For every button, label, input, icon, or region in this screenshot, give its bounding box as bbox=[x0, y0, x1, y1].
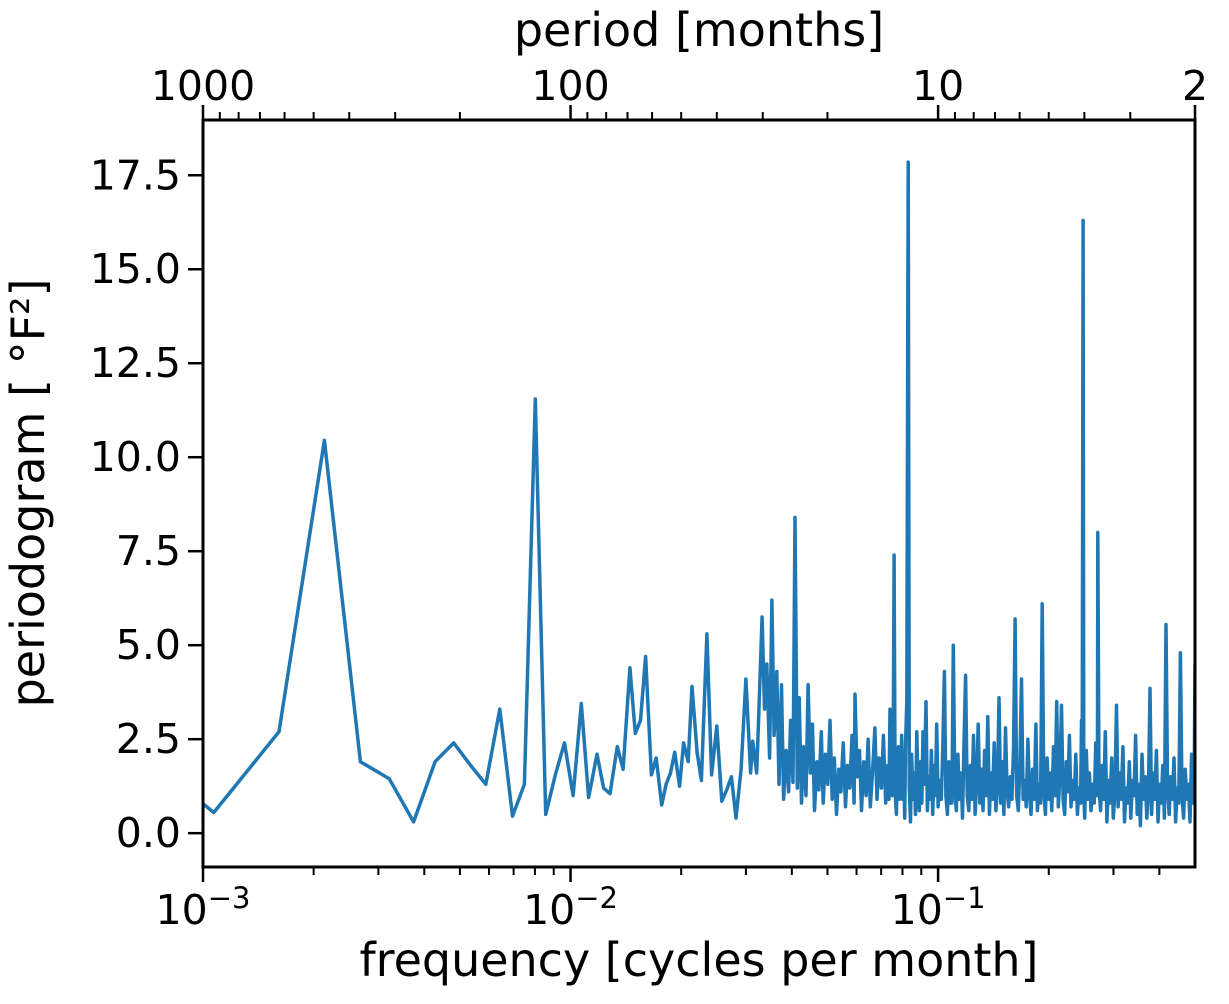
x-tick-label: 10−2 bbox=[523, 881, 618, 934]
y-tick-label: 2.5 bbox=[116, 715, 181, 763]
axis-tick-labels: 10−3 10−2 10−1 1000 100 10 2 0.0 2.5 5.0 7.5 10.0 12… bbox=[90, 62, 1208, 934]
y-tick-label: 7.5 bbox=[116, 527, 181, 575]
top-axis-label: period [months] bbox=[514, 3, 884, 57]
plot-spines bbox=[201, 118, 1197, 869]
x-tick-label: 10−1 bbox=[891, 881, 986, 934]
bottom-axis-label: frequency [cycles per month] bbox=[359, 933, 1038, 987]
top-tick-label: 2 bbox=[1182, 62, 1208, 110]
top-tick-label: 10 bbox=[912, 62, 964, 110]
x-tick-label: 10−3 bbox=[156, 881, 251, 934]
top-tick-label: 1000 bbox=[151, 62, 255, 110]
y-tick-label: 17.5 bbox=[90, 151, 181, 199]
top-tick-label: 100 bbox=[531, 62, 609, 110]
periodogram-line bbox=[203, 160, 1195, 828]
y-tick-label: 10.0 bbox=[90, 433, 181, 481]
y-tick-label: 12.5 bbox=[90, 339, 181, 387]
y-axis-label: periodogram [ °F²] bbox=[1, 279, 55, 708]
y-tick-label: 5.0 bbox=[116, 621, 181, 669]
y-tick-label: 0.0 bbox=[116, 809, 181, 857]
y-tick-label: 15.0 bbox=[90, 245, 181, 293]
